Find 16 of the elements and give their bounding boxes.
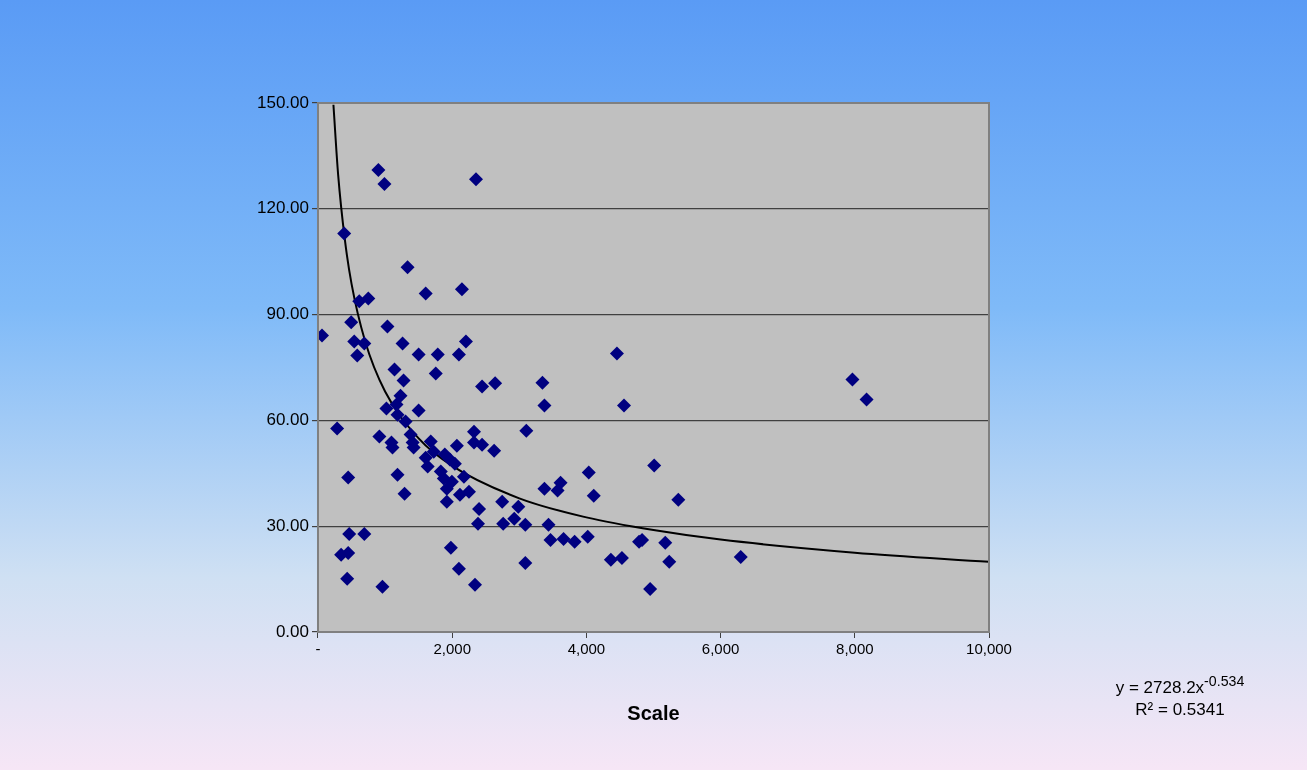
line-series [332, 103, 989, 563]
x-tick-label: 4,000 [567, 640, 606, 658]
y-tick-label: 150.00 [257, 92, 309, 112]
x-tick-label: 6,000 [701, 640, 740, 658]
y-tick-label: 0.00 [275, 621, 309, 641]
x-tick-label: - [315, 640, 321, 658]
x-tick-label: 10,000 [966, 640, 1012, 658]
x-axis-title: Scale [627, 701, 680, 724]
text: R² = 0.5341 [1134, 698, 1226, 721]
x-tick-label: 8,000 [836, 640, 874, 658]
y-tick-label: 90.00 [266, 304, 309, 324]
x-tick-label: 2,000 [433, 640, 471, 658]
y-tick-label: 30.00 [266, 515, 309, 535]
y-tick-label: 120.00 [257, 198, 309, 218]
y-tick-label: 60.00 [266, 410, 309, 430]
text: y = 2728.2x$^{-0.534}$ [1114, 672, 1246, 699]
